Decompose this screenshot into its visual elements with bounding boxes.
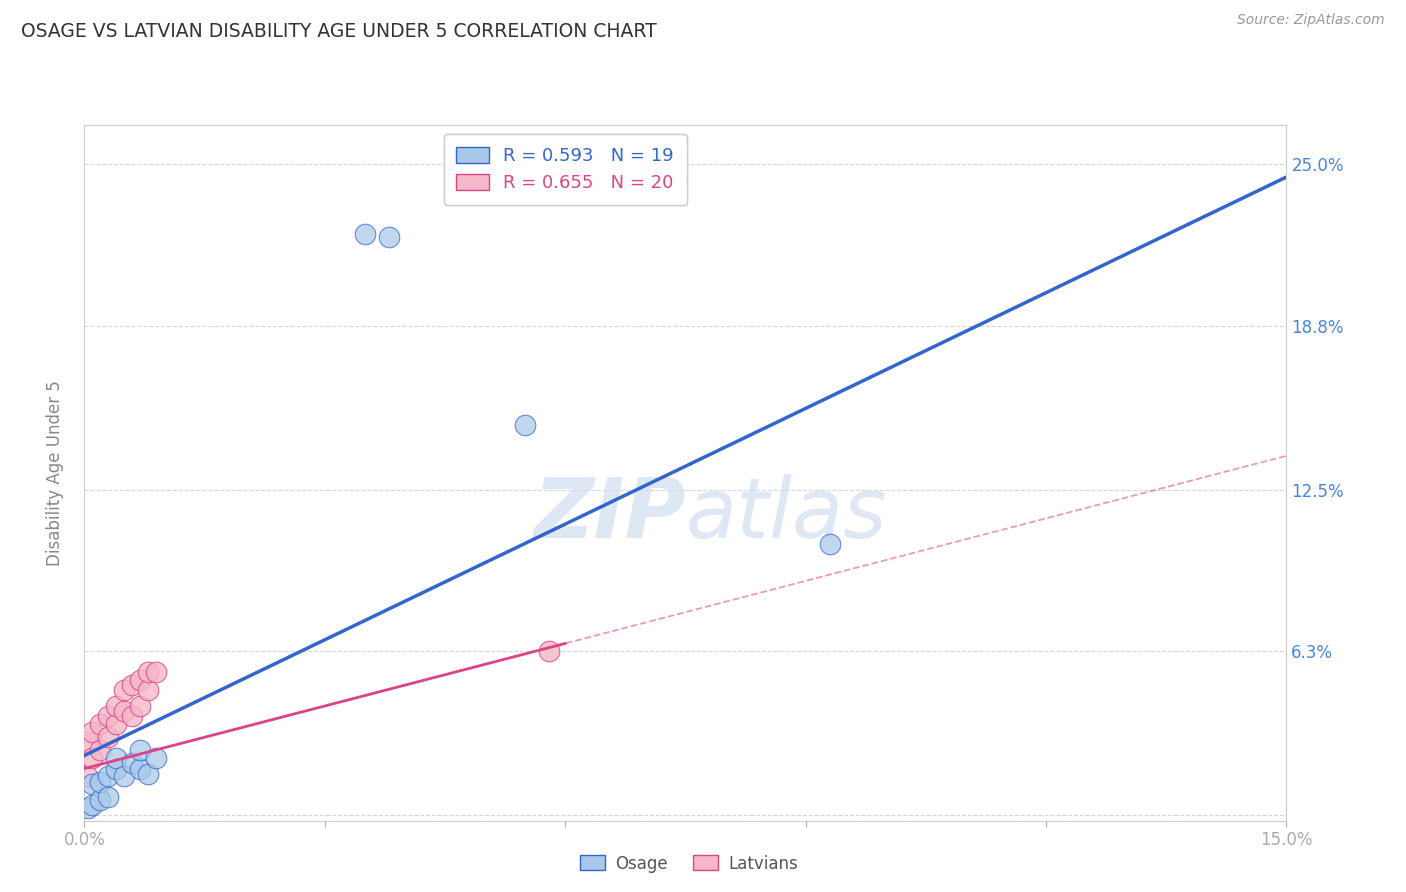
Point — [97, 790, 120, 805]
Point — [138, 683, 160, 698]
Point — [82, 725, 104, 739]
Point — [89, 743, 111, 757]
Point — [145, 751, 167, 765]
Legend: R = 0.593   N = 19, R = 0.655   N = 20: R = 0.593 N = 19, R = 0.655 N = 20 — [444, 134, 686, 205]
Point — [818, 537, 841, 551]
Point — [138, 665, 160, 679]
Point — [76, 769, 98, 783]
Point — [378, 230, 401, 244]
Point — [129, 673, 152, 687]
Point — [538, 644, 561, 658]
Point — [97, 731, 120, 745]
Point — [138, 766, 160, 780]
Point — [121, 756, 143, 771]
Point — [129, 698, 152, 713]
Point — [121, 678, 143, 692]
Text: Source: ZipAtlas.com: Source: ZipAtlas.com — [1237, 13, 1385, 28]
Point — [145, 665, 167, 679]
Text: atlas: atlas — [686, 474, 887, 555]
Point — [354, 227, 377, 242]
Point — [121, 709, 143, 723]
Point — [515, 417, 537, 432]
Point — [77, 800, 100, 814]
Point — [82, 797, 104, 812]
Point — [105, 751, 128, 765]
Point — [89, 774, 111, 789]
Point — [114, 769, 135, 783]
Point — [105, 762, 128, 776]
Text: ZIP: ZIP — [533, 474, 686, 555]
Point — [97, 769, 120, 783]
Y-axis label: Disability Age Under 5: Disability Age Under 5 — [45, 380, 63, 566]
Point — [129, 743, 152, 757]
Point — [89, 793, 111, 807]
Point — [114, 683, 135, 698]
Point — [129, 762, 152, 776]
Point — [114, 704, 135, 718]
Point — [82, 751, 104, 765]
Point — [105, 717, 128, 731]
Point — [89, 717, 111, 731]
Legend: Osage, Latvians: Osage, Latvians — [574, 848, 804, 880]
Text: OSAGE VS LATVIAN DISABILITY AGE UNDER 5 CORRELATION CHART: OSAGE VS LATVIAN DISABILITY AGE UNDER 5 … — [21, 22, 657, 41]
Point — [82, 777, 104, 791]
Point — [105, 698, 128, 713]
Point — [97, 709, 120, 723]
Point — [77, 735, 100, 749]
